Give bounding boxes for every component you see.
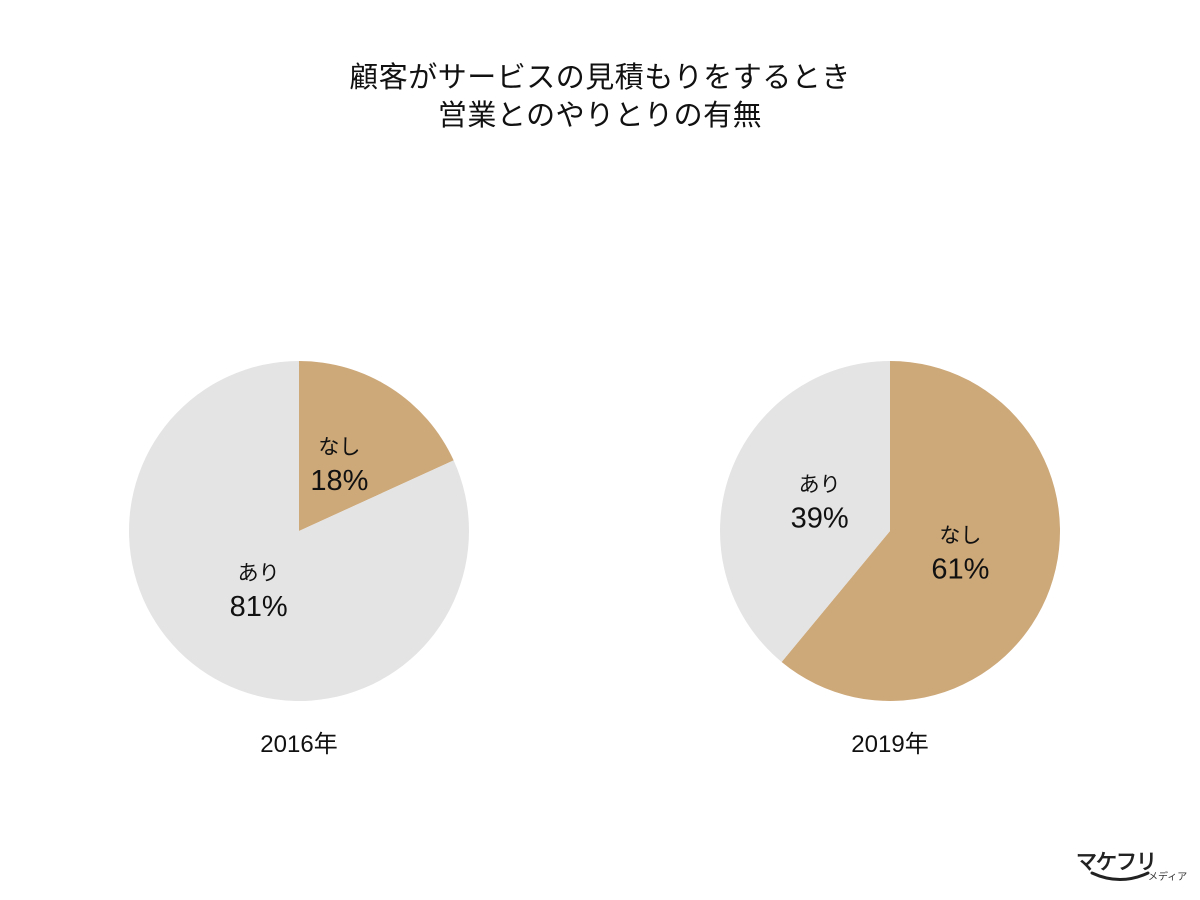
slice-value-nashi: 18% [310, 465, 368, 497]
pie-caption-year: 2019年 [851, 731, 928, 758]
pie-slice-nashi [781, 361, 1060, 701]
pie-chart-2: なし 61% あり 39% 2019年 [719, 361, 1060, 758]
brand-logo: マケフリ メディア [1076, 846, 1196, 890]
slice-label-nashi: なし [939, 523, 981, 547]
chart-title-line-2: 営業とのやりとりの有無 [437, 98, 763, 132]
pie-slice-ari [719, 361, 890, 662]
chart-title: 顧客がサービスの見積もりをするとき 営業とのやりとりの有無 [0, 58, 1200, 134]
slice-value-ari: 39% [791, 503, 849, 535]
slice-value-nashi: 61% [931, 553, 989, 585]
slice-value-ari: 81% [230, 591, 288, 623]
pie-slice-ari [129, 361, 470, 702]
slice-label-ari: あり [799, 473, 841, 497]
pie-chart-1: なし 18% あり 81% 2016年 [129, 360, 470, 758]
chart-title-line-1: 顧客がサービスの見積もりをするとき [349, 60, 851, 94]
slice-label-ari: あり [238, 561, 280, 585]
brand-logo-subtext: メディア [1148, 872, 1188, 883]
smile-icon [1090, 871, 1150, 881]
pie-slice-nashi [299, 360, 454, 531]
brand-logo-text: マケフリ [1076, 850, 1157, 874]
slice-label-nashi: なし [318, 435, 360, 459]
pie-caption-year: 2016年 [260, 731, 337, 758]
